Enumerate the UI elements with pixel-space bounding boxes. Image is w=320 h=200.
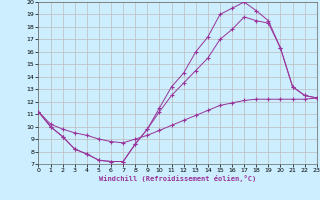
X-axis label: Windchill (Refroidissement éolien,°C): Windchill (Refroidissement éolien,°C) <box>99 175 256 182</box>
